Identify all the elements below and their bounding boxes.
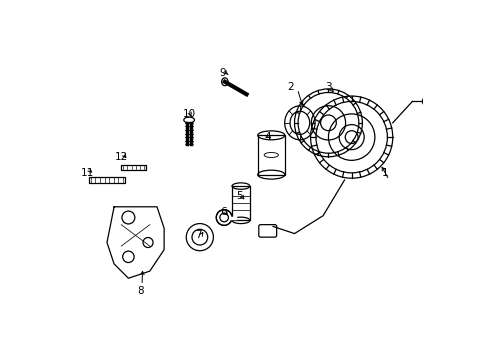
Text: 2: 2	[287, 82, 294, 92]
Text: 5: 5	[235, 191, 242, 201]
Text: 10: 10	[182, 109, 195, 119]
Text: 1: 1	[382, 168, 388, 178]
Bar	[257, 135, 285, 175]
Text: 4: 4	[264, 132, 270, 142]
Bar	[231, 186, 249, 220]
Bar	[89, 177, 124, 183]
Text: 7: 7	[194, 230, 201, 240]
Text: 12: 12	[114, 152, 128, 162]
Text: 11: 11	[81, 168, 94, 178]
Text: 6: 6	[219, 207, 226, 217]
Text: 3: 3	[325, 82, 331, 92]
Text: 8: 8	[137, 286, 144, 296]
Text: 9: 9	[219, 68, 226, 78]
FancyBboxPatch shape	[258, 225, 276, 237]
Bar	[121, 165, 146, 170]
